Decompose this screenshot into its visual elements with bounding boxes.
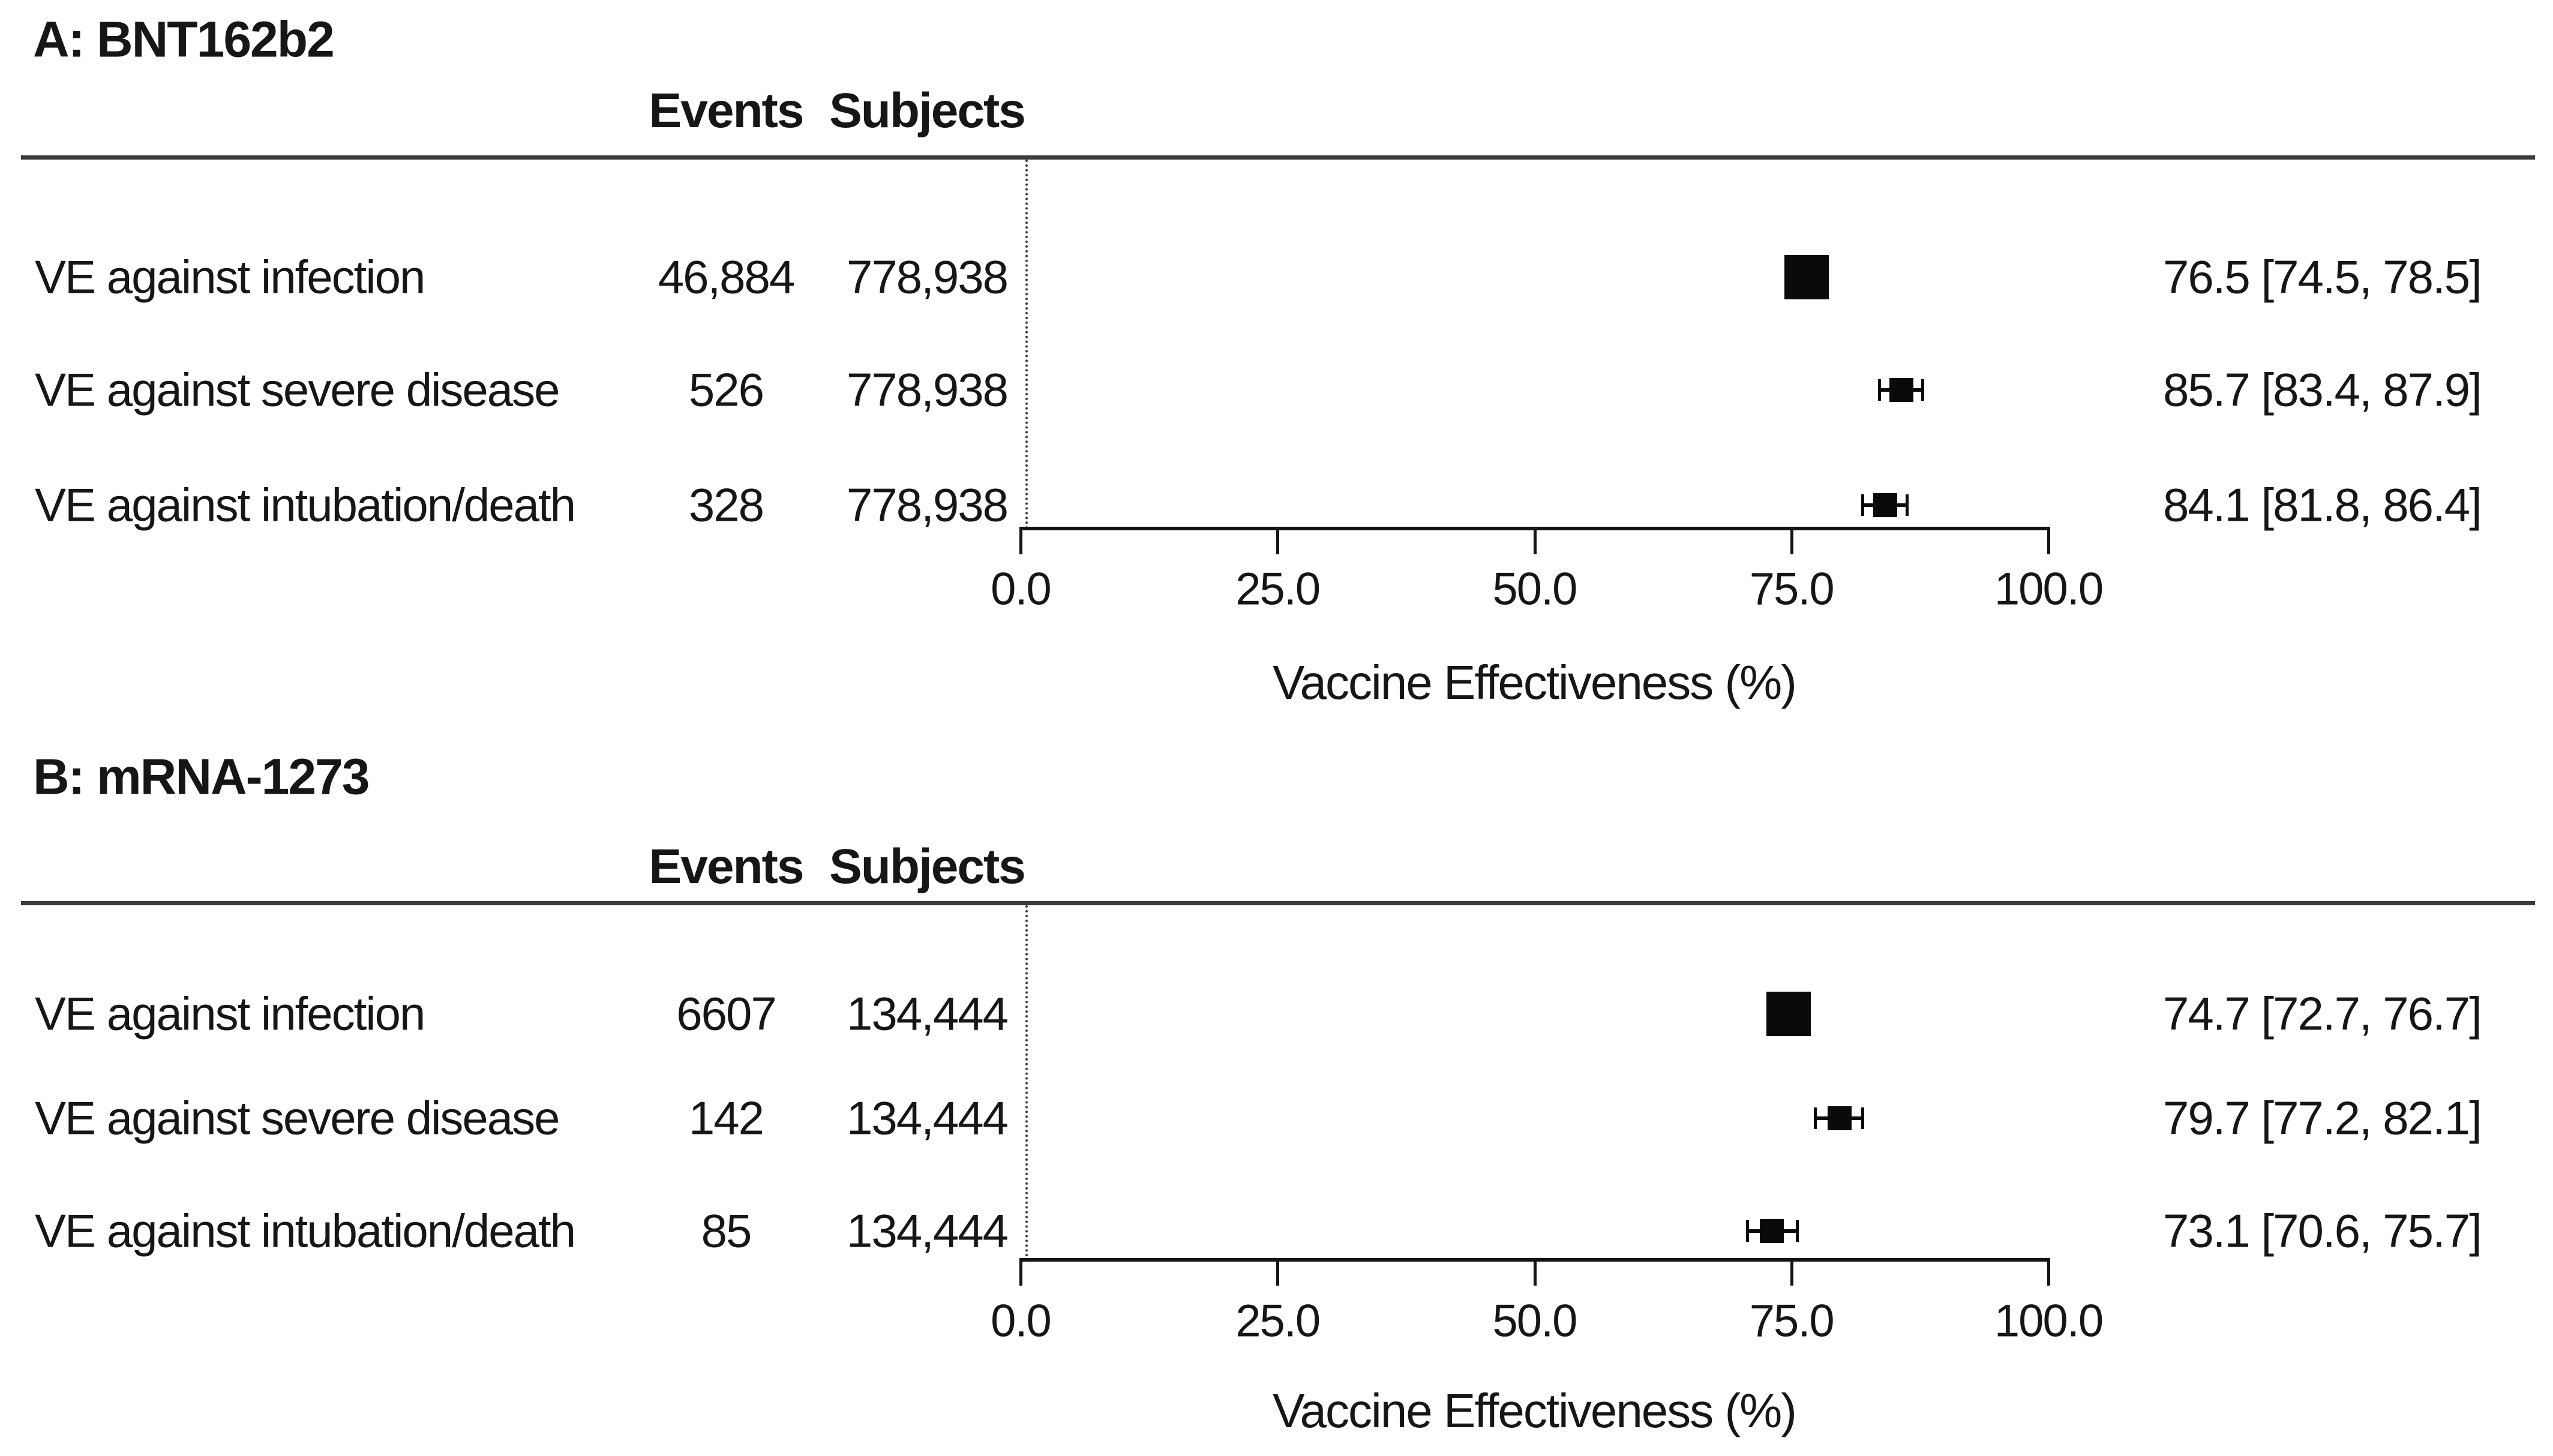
- point-marker: [1889, 378, 1914, 402]
- estimate-text: 73.1 [70.6, 75.7]: [2163, 1204, 2482, 1257]
- subjects-column-header: Subjects: [829, 83, 1026, 138]
- events-column-header: Events: [649, 83, 805, 138]
- events-value: 142: [688, 1091, 764, 1145]
- x-tick-label: 50.0: [1492, 1295, 1578, 1347]
- x-tick-label: 50.0: [1492, 563, 1578, 615]
- ci-cap-low: [1746, 1220, 1750, 1242]
- x-tick: [1276, 527, 1280, 554]
- subjects-value: 778,938: [847, 363, 1009, 416]
- ci-cap-low: [1861, 494, 1865, 516]
- subjects-value: 134,444: [847, 987, 1009, 1040]
- row-label: VE against severe disease: [35, 363, 560, 416]
- row-label: VE against intubation/death: [35, 478, 576, 532]
- estimate-text: 74.7 [72.7, 76.7]: [2163, 987, 2482, 1040]
- subjects-value: 778,938: [847, 478, 1009, 532]
- x-tick-label: 25.0: [1235, 1295, 1321, 1347]
- x-axis-label: Vaccine Effectiveness (%): [1273, 656, 1797, 709]
- x-axis-label: Vaccine Effectiveness (%): [1273, 1384, 1797, 1437]
- ci-cap-high: [1795, 1220, 1799, 1242]
- x-tick-label: 25.0: [1235, 563, 1321, 615]
- estimate-text: 85.7 [83.4, 87.9]: [2163, 363, 2482, 416]
- point-marker: [1760, 1219, 1784, 1243]
- x-tick-label: 100.0: [1994, 1295, 2104, 1347]
- x-tick: [2047, 1258, 2050, 1286]
- x-tick: [1790, 1258, 1793, 1286]
- ci-cap-low: [1877, 379, 1881, 401]
- estimate-text: 79.7 [77.2, 82.1]: [2163, 1091, 2482, 1145]
- panel-a-title: A: BNT162b2: [33, 11, 335, 68]
- x-tick-label: 0.0: [991, 563, 1052, 615]
- ci-cap-high: [1861, 1107, 1865, 1129]
- x-tick-label: 75.0: [1749, 563, 1835, 615]
- header-rule: [21, 901, 2535, 905]
- subjects-value: 134,444: [847, 1204, 1009, 1257]
- zero-reference-line: [1025, 160, 1028, 529]
- events-value: 328: [688, 478, 764, 532]
- ci-cap-high: [1921, 379, 1924, 401]
- x-tick-label: 75.0: [1749, 1295, 1835, 1347]
- ci-cap-low: [1814, 1107, 1817, 1129]
- x-tick: [1533, 1258, 1537, 1286]
- row-label: VE against intubation/death: [35, 1204, 576, 1257]
- events-column-header: Events: [649, 839, 805, 894]
- zero-reference-line: [1025, 905, 1028, 1262]
- estimate-text: 84.1 [81.8, 86.4]: [2163, 478, 2482, 532]
- x-tick-label: 100.0: [1994, 563, 2104, 615]
- row-label: VE against severe disease: [35, 1091, 560, 1145]
- x-tick: [1019, 527, 1022, 554]
- point-marker: [1784, 255, 1829, 299]
- subjects-column-header: Subjects: [829, 839, 1026, 894]
- x-tick: [1276, 1258, 1280, 1286]
- row-label: VE against infection: [35, 987, 425, 1040]
- subjects-value: 778,938: [847, 250, 1009, 304]
- point-marker: [1873, 493, 1897, 517]
- x-tick: [1533, 527, 1537, 554]
- point-marker: [1766, 992, 1811, 1036]
- x-tick: [1790, 527, 1793, 554]
- events-value: 85: [701, 1204, 752, 1257]
- panel-b-title: B: mRNA-1273: [33, 748, 370, 805]
- events-value: 46,884: [658, 250, 796, 304]
- x-tick: [2047, 527, 2050, 554]
- estimate-text: 76.5 [74.5, 78.5]: [2163, 250, 2482, 304]
- subjects-value: 134,444: [847, 1091, 1009, 1145]
- header-rule: [21, 155, 2535, 160]
- events-value: 6607: [676, 987, 777, 1040]
- point-marker: [1828, 1106, 1852, 1130]
- ci-cap-high: [1906, 494, 1909, 516]
- x-tick-label: 0.0: [991, 1295, 1052, 1347]
- row-label: VE against infection: [35, 250, 425, 304]
- x-tick: [1019, 1258, 1022, 1286]
- events-value: 526: [688, 363, 764, 416]
